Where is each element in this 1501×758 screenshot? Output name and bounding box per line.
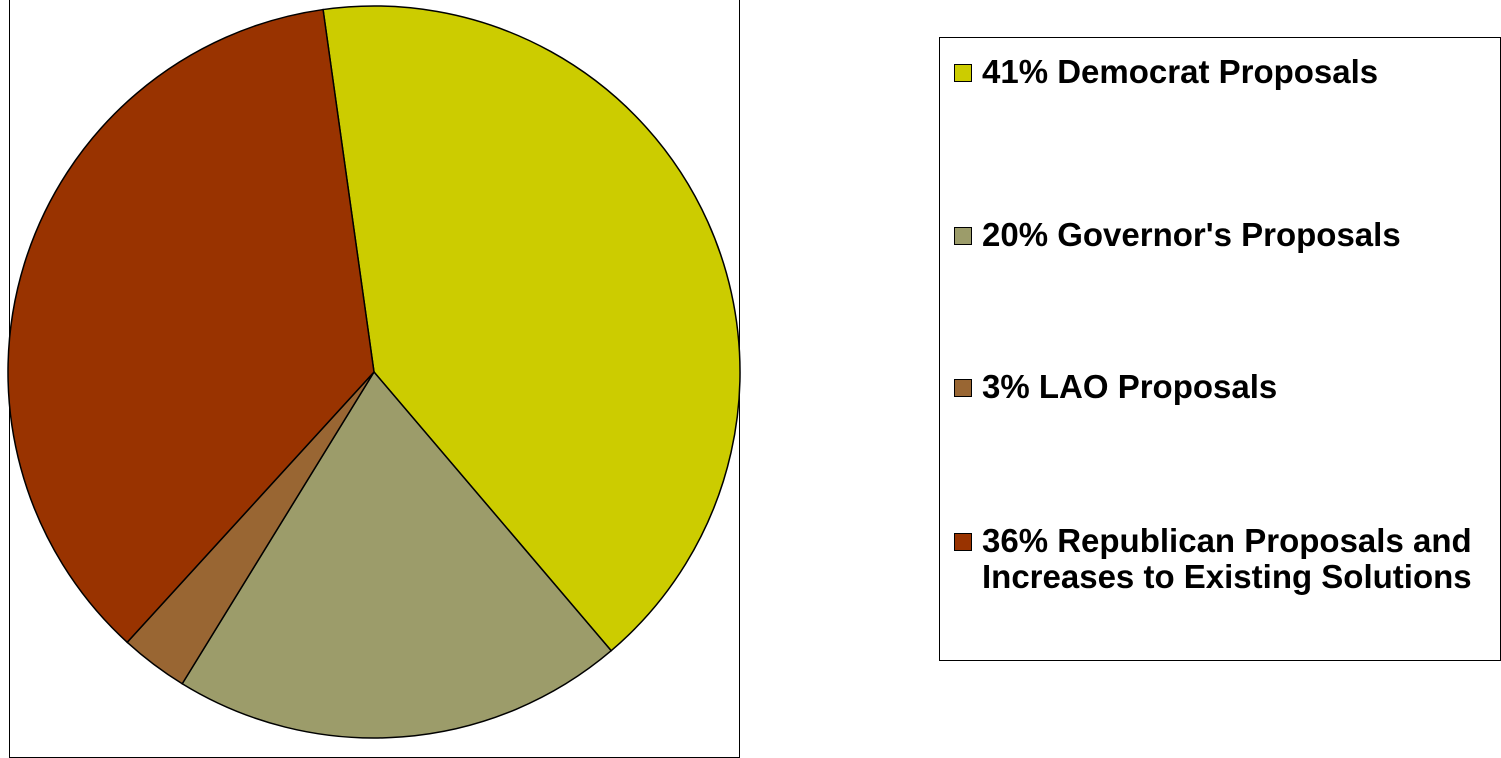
pie-slice-republican: [7, 8, 375, 644]
legend-swatch-lao: [954, 379, 972, 397]
legend: 41% Democrat Proposals 20% Governor's Pr…: [939, 37, 1501, 661]
pie-chart: [7, 5, 741, 739]
legend-swatch-governor: [954, 227, 972, 245]
legend-item-democrat: 41% Democrat Proposals: [954, 54, 1482, 90]
legend-label-governor: 20% Governor's Proposals: [982, 216, 1401, 253]
legend-label-democrat: 41% Democrat Proposals: [982, 53, 1379, 90]
legend-swatch-republican: [954, 533, 972, 551]
legend-item-lao: 3% LAO Proposals: [954, 369, 1482, 405]
pie-slice-governor: [181, 370, 613, 739]
legend-item-governor: 20% Governor's Proposals: [954, 217, 1482, 253]
legend-label-lao: 3% LAO Proposals: [982, 368, 1278, 405]
legend-label-republican: 36% Republican Proposals and Increases t…: [982, 522, 1472, 595]
pie-slice-democrat: [322, 5, 741, 652]
legend-swatch-democrat: [954, 64, 972, 82]
legend-item-republican: 36% Republican Proposals and Increases t…: [954, 523, 1482, 595]
